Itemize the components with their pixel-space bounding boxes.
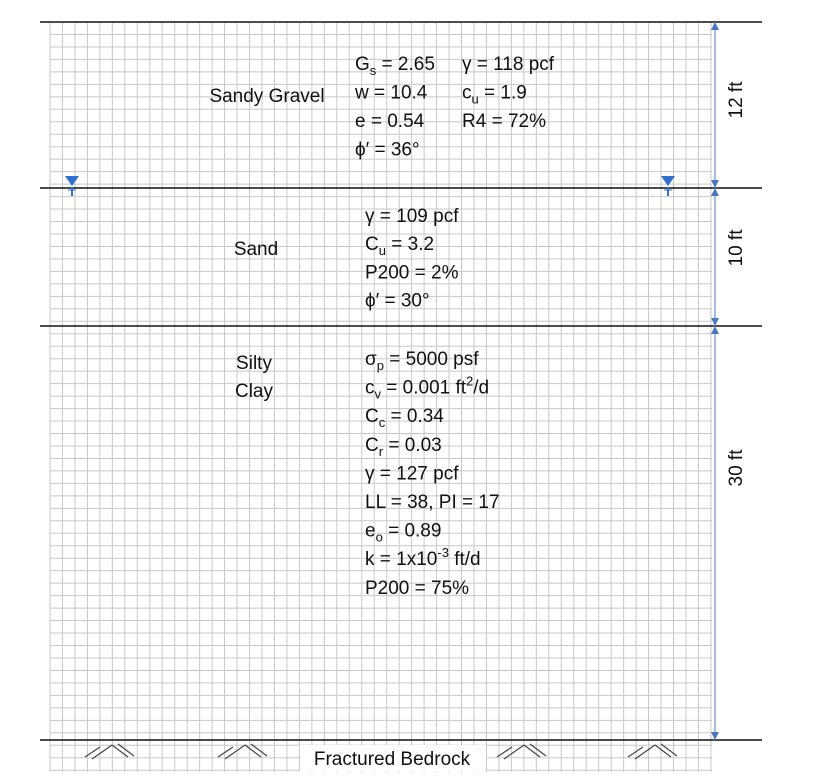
property-text: C	[365, 234, 379, 255]
property-text: k = 1x10	[365, 549, 437, 570]
property: w = 10.4	[354, 83, 428, 104]
property-text: C	[365, 406, 379, 427]
property: Cu = 3.2	[365, 234, 434, 258]
property-text: ft/d	[449, 549, 481, 570]
property: γ = 118 pcf	[462, 54, 555, 75]
property-text: = 0.03	[383, 435, 442, 456]
property-text: LL = 38, PI = 17	[365, 492, 500, 513]
property-sub: v	[375, 387, 382, 402]
property: LL = 38, PI = 17	[365, 492, 500, 513]
property-text: R4 = 72%	[462, 111, 546, 132]
property-text: γ = 127 pcf	[365, 463, 459, 484]
property: Gs = 2.65	[355, 54, 435, 78]
property: eo = 0.89	[365, 521, 441, 545]
property-sub: u	[379, 243, 386, 258]
property: ϕ′ = 36°	[355, 140, 420, 161]
layer-name: Sand	[234, 239, 278, 260]
bedrock-label: Fractured Bedrock	[314, 749, 471, 770]
property: σp = 5000 psf	[365, 349, 479, 373]
property: cu = 1.9	[462, 83, 527, 107]
property: ϕ′ = 30°	[365, 291, 430, 312]
bedrock-hatch	[84, 743, 678, 760]
water-triangle	[65, 176, 79, 186]
property-text: = 3.2	[386, 234, 434, 255]
property-text: P200 = 2%	[365, 262, 459, 283]
property-text: ϕ′ = 36°	[355, 140, 420, 161]
dimension-label: 12 ft	[726, 81, 747, 119]
property-text: = 0.89	[383, 521, 442, 542]
property-text: γ = 118 pcf	[462, 54, 555, 75]
property-sub: u	[472, 92, 479, 107]
property-text: = 2.65	[376, 54, 435, 75]
property-sub: s	[370, 63, 377, 78]
property: P200 = 2%	[365, 262, 459, 283]
property-text: = 0.001 ft	[381, 378, 467, 399]
property-text: c	[365, 378, 375, 399]
property-text: e	[365, 521, 376, 542]
property-sub: r	[379, 444, 384, 459]
property: γ = 127 pcf	[365, 463, 459, 484]
property-text: P200 = 75%	[365, 578, 469, 599]
property: γ = 109 pcf	[365, 206, 459, 227]
property-sup: -3	[437, 545, 449, 560]
water-triangle	[661, 176, 675, 186]
layer-name: Clay	[235, 381, 274, 402]
property-text: w = 10.4	[354, 83, 428, 104]
property-sub: p	[377, 358, 384, 373]
property: cv = 0.001 ft2/d	[365, 374, 489, 402]
grid	[49, 21, 712, 772]
dimension-line	[711, 22, 719, 740]
property: k = 1x10-3 ft/d	[365, 545, 481, 570]
dimension-label: 30 ft	[726, 449, 747, 487]
property: R4 = 72%	[462, 111, 546, 132]
property-text: σ	[365, 349, 377, 370]
layer-name: Silty	[236, 353, 272, 374]
property-sub: o	[376, 530, 383, 545]
property-sub: c	[379, 415, 386, 430]
layer-name: Sandy Gravel	[209, 86, 324, 107]
water-table-left	[65, 176, 79, 196]
property-text: ϕ′ = 30°	[365, 291, 430, 312]
property: e = 0.54	[355, 111, 425, 132]
water-table-right	[661, 176, 675, 196]
property-text: γ = 109 pcf	[365, 206, 459, 227]
label-backing	[300, 745, 486, 771]
property-text: C	[365, 435, 379, 456]
dimension-label: 10 ft	[726, 229, 747, 267]
property-text: /d	[473, 378, 489, 399]
property-text: = 5000 psf	[384, 349, 479, 370]
property: Cc = 0.34	[365, 406, 444, 430]
property-text: e = 0.54	[355, 111, 425, 132]
property-text: = 1.9	[479, 83, 527, 104]
property: Cr = 0.03	[365, 435, 442, 459]
property-text: = 0.34	[385, 406, 444, 427]
property-text: G	[355, 54, 370, 75]
property-sup: 2	[466, 374, 473, 389]
property: P200 = 75%	[365, 578, 469, 599]
property-text: c	[462, 83, 472, 104]
layer-boundaries	[40, 21, 762, 741]
